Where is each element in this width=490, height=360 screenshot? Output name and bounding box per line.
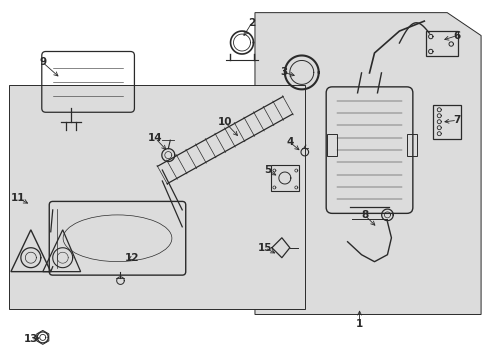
Text: 13: 13 — [24, 334, 38, 345]
Bar — [407, 134, 417, 156]
Text: 7: 7 — [453, 115, 461, 125]
Polygon shape — [255, 13, 481, 315]
Text: 14: 14 — [148, 133, 163, 143]
Text: 9: 9 — [39, 58, 47, 67]
Text: 5: 5 — [264, 165, 271, 175]
Text: 11: 11 — [11, 193, 25, 203]
Text: 4: 4 — [286, 137, 294, 147]
Text: 12: 12 — [125, 253, 140, 263]
Text: 2: 2 — [248, 18, 256, 28]
Text: 1: 1 — [356, 319, 363, 329]
Text: 3: 3 — [280, 67, 288, 77]
Text: 6: 6 — [454, 31, 461, 41]
Text: 10: 10 — [218, 117, 232, 127]
Text: 15: 15 — [258, 243, 272, 253]
Bar — [327, 134, 337, 156]
Polygon shape — [9, 85, 305, 310]
Text: 8: 8 — [361, 210, 368, 220]
